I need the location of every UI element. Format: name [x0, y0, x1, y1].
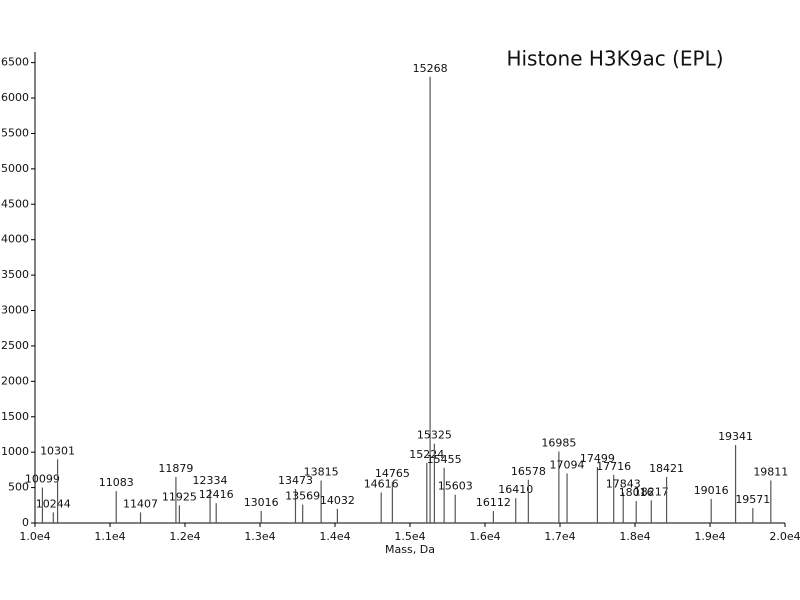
x-tick-label: 1.1e4 [94, 530, 125, 543]
y-tick-label: 6500 [1, 56, 29, 69]
peak-label: 15268 [413, 62, 448, 75]
x-axis-label: Mass, Da [385, 543, 435, 556]
peak-label: 10244 [36, 497, 71, 510]
chart-title: Histone H3K9ac (EPL) [506, 47, 723, 71]
peak-label: 14765 [375, 467, 410, 480]
x-tick-label: 1.3e4 [244, 530, 275, 543]
peak-label: 15455 [427, 453, 462, 466]
peak-label: 10301 [40, 444, 75, 457]
peak-label: 19341 [718, 430, 753, 443]
peak-label: 16578 [511, 465, 546, 478]
x-tick-label: 1.7e4 [544, 530, 575, 543]
x-tick-label: 1.8e4 [619, 530, 650, 543]
peak-label: 11407 [123, 497, 158, 510]
y-tick-label: 4500 [1, 197, 29, 210]
peak-label: 15224 [409, 448, 444, 461]
peak-label: 13473 [278, 474, 313, 487]
peak-label: 19811 [753, 466, 788, 479]
y-tick-label: 500 [8, 481, 29, 494]
y-tick-label: 2000 [1, 374, 29, 387]
y-tick-label: 4000 [1, 233, 29, 246]
peak-label: 18016 [619, 486, 654, 499]
x-tick-label: 1.4e4 [319, 530, 350, 543]
y-tick-label: 2500 [1, 339, 29, 352]
y-tick-label: 0 [22, 516, 29, 529]
peak-label: 11083 [99, 476, 134, 489]
peak-label: 11879 [158, 462, 193, 475]
peak-label: 14616 [364, 478, 399, 491]
y-tick-label: 6000 [1, 91, 29, 104]
peak-label: 16985 [541, 436, 576, 449]
peak-label: 11925 [162, 490, 197, 503]
x-tick-label: 1.9e4 [694, 530, 725, 543]
y-tick-label: 5500 [1, 126, 29, 139]
peak-label: 15603 [438, 480, 473, 493]
peak-label: 15325 [417, 429, 452, 442]
y-tick-label: 3500 [1, 268, 29, 281]
x-tick-label: 2.0e4 [769, 530, 800, 543]
peak-label: 18217 [634, 485, 669, 498]
peak-label: 13815 [304, 466, 339, 479]
peak-label: 14032 [320, 494, 355, 507]
y-tick-label: 3000 [1, 304, 29, 317]
y-tick-label: 1500 [1, 410, 29, 423]
peak-label: 17716 [596, 460, 631, 473]
peak-label: 12416 [199, 488, 234, 501]
peak-label: 13569 [285, 490, 320, 503]
peak-label: 16112 [476, 496, 511, 509]
peak-label: 17499 [580, 452, 615, 465]
peak-label: 12334 [193, 474, 228, 487]
peak-label: 17094 [550, 458, 585, 471]
peak-label: 19016 [694, 484, 729, 497]
peak-label: 10099 [25, 473, 60, 486]
x-tick-label: 1.2e4 [169, 530, 200, 543]
x-tick-label: 1.0e4 [19, 530, 50, 543]
x-tick-label: 1.6e4 [469, 530, 500, 543]
peak-label: 13016 [244, 496, 279, 509]
peak-label: 18421 [649, 462, 684, 475]
peak-label: 17843 [606, 478, 641, 491]
peak-label: 16410 [498, 483, 533, 496]
x-tick-label: 1.5e4 [394, 530, 425, 543]
y-tick-label: 5000 [1, 162, 29, 175]
peak-label: 19571 [735, 493, 770, 506]
y-tick-label: 1000 [1, 445, 29, 458]
